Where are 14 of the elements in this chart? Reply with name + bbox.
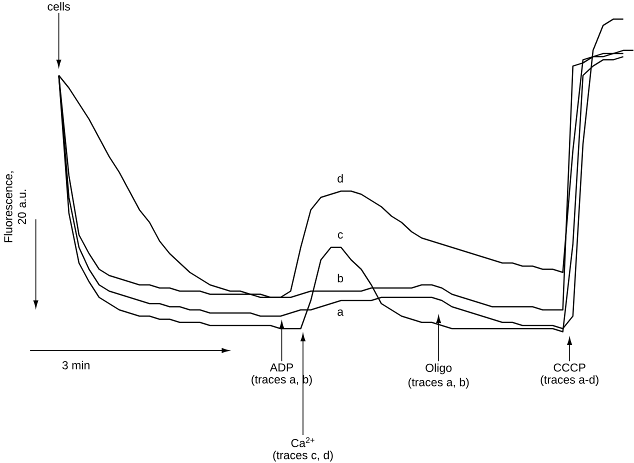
text: Ca$^{2+}$	[291, 437, 314, 448]
text: CCCP	[554, 364, 586, 372]
text: cells	[48, 2, 70, 11]
text: (traces c, d)	[273, 450, 333, 462]
x-axis-title: 3 min	[62, 361, 90, 370]
text: (traces a-d)	[540, 375, 598, 386]
series-label: a	[338, 310, 344, 316]
series-label: b	[338, 274, 344, 283]
text: ADP	[270, 364, 294, 372]
y-axis-title: Fluorescence, 20 a.u.	[4, 172, 26, 242]
text: (traces a, b)	[408, 378, 469, 389]
series-label: d	[338, 174, 343, 183]
series-label: c	[338, 232, 343, 239]
text: Oligo	[426, 364, 452, 374]
